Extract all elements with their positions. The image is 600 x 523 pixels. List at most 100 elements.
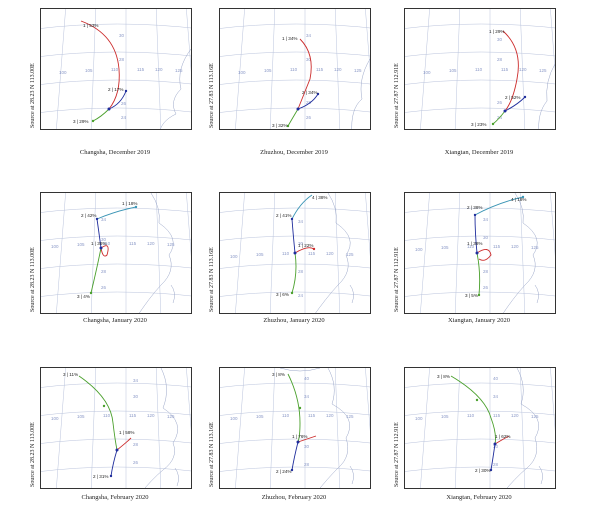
svg-text:125: 125	[539, 68, 547, 73]
svg-text:24: 24	[298, 293, 304, 298]
svg-text:105: 105	[85, 68, 93, 73]
svg-text:2 | 52%: 2 | 52%	[505, 95, 521, 100]
svg-text:2 | 38%: 2 | 38%	[467, 205, 483, 210]
panel-caption: Zhuzhou, February 2020	[261, 494, 327, 501]
source-label: Source at 28.23 N 113.00E	[30, 422, 36, 487]
svg-text:125: 125	[167, 242, 175, 247]
svg-text:115: 115	[501, 67, 509, 72]
trajectory-map: 100 105 110 115 120 125 34 30 28 26 4 | …	[404, 192, 556, 314]
svg-text:34: 34	[298, 219, 304, 224]
svg-text:30: 30	[298, 241, 304, 246]
svg-text:105: 105	[256, 414, 264, 419]
svg-text:110: 110	[111, 67, 119, 72]
svg-text:2 | 24%: 2 | 24%	[276, 469, 292, 474]
svg-text:1 | 29%: 1 | 29%	[489, 29, 505, 34]
svg-text:120: 120	[511, 244, 519, 249]
svg-text:30: 30	[497, 37, 503, 42]
svg-text:105: 105	[77, 414, 85, 419]
svg-text:28: 28	[101, 269, 107, 274]
source-label: Source at 27.83 N 113.16E	[209, 422, 215, 487]
trajectory-map: 100 105 110 115 120 125 40 34 30 28 3 | …	[219, 367, 371, 489]
svg-text:28: 28	[306, 100, 312, 105]
svg-text:100: 100	[59, 70, 67, 75]
source-label: Source at 27.87 N 112.91E	[394, 247, 400, 312]
svg-text:34: 34	[101, 217, 107, 222]
svg-text:115: 115	[308, 251, 316, 256]
svg-text:1 | 53%: 1 | 53%	[83, 23, 99, 28]
svg-text:125: 125	[175, 68, 183, 73]
svg-text:125: 125	[346, 252, 354, 257]
panel-caption: Zhuzhou, December 2019	[260, 149, 328, 156]
svg-text:100: 100	[230, 254, 238, 259]
svg-text:26: 26	[497, 100, 503, 105]
svg-text:30: 30	[493, 444, 499, 449]
svg-text:28: 28	[493, 462, 499, 467]
svg-text:2 | 31%: 2 | 31%	[93, 474, 109, 479]
svg-text:3 | 8%: 3 | 8%	[437, 374, 450, 379]
svg-text:120: 120	[326, 413, 334, 418]
svg-text:2 | 30%: 2 | 30%	[475, 468, 491, 473]
svg-text:1 | 76%: 1 | 76%	[292, 434, 308, 439]
svg-text:2 | 42%: 2 | 42%	[81, 213, 97, 218]
svg-text:28: 28	[298, 269, 304, 274]
svg-text:34: 34	[493, 394, 499, 399]
svg-text:1 | 36%: 1 | 36%	[91, 241, 107, 246]
svg-text:2 | 34%: 2 | 34%	[302, 90, 318, 95]
svg-text:100: 100	[423, 70, 431, 75]
source-label: Source at 27.83 N 113.16E	[209, 247, 215, 312]
svg-text:115: 115	[493, 244, 501, 249]
panel-caption: Zhuzhou, January 2020	[263, 317, 325, 324]
svg-text:26: 26	[483, 285, 489, 290]
svg-text:26: 26	[121, 101, 127, 106]
svg-text:3 | 11%: 3 | 11%	[63, 372, 78, 377]
panel-caption: Changsha, January 2020	[83, 317, 147, 324]
svg-text:4 | 38%: 4 | 38%	[312, 195, 328, 200]
svg-text:115: 115	[129, 413, 137, 418]
source-label: Source at 27.87 N 112.91E	[394, 422, 400, 487]
svg-text:105: 105	[77, 242, 85, 247]
svg-text:105: 105	[441, 245, 449, 250]
svg-text:105: 105	[441, 414, 449, 419]
svg-text:30: 30	[101, 237, 107, 242]
svg-text:3 | 29%: 3 | 29%	[73, 119, 89, 124]
svg-text:34: 34	[306, 33, 312, 38]
panel-caption: Xiangtan, February 2020	[446, 494, 512, 501]
svg-text:1 | 18%: 1 | 18%	[122, 201, 138, 206]
svg-text:125: 125	[531, 414, 539, 419]
trajectory-map: 100 105 110 115 120 125 34 30 28 24 4 | …	[219, 192, 371, 314]
svg-text:3 | 32%: 3 | 32%	[272, 123, 288, 128]
trajectory-map: 100 105 110 115 120 125 34 30 28 26 1 | …	[219, 8, 371, 130]
svg-text:120: 120	[147, 413, 155, 418]
svg-text:34: 34	[483, 217, 489, 222]
svg-text:125: 125	[346, 414, 354, 419]
svg-text:100: 100	[415, 247, 423, 252]
svg-text:100: 100	[51, 416, 59, 421]
svg-text:1 | 22%: 1 | 22%	[298, 243, 314, 248]
svg-text:34: 34	[133, 378, 139, 383]
svg-text:26: 26	[306, 115, 312, 120]
svg-text:120: 120	[334, 67, 342, 72]
source-label: Source at 27.83 N 113.16E	[209, 63, 215, 128]
svg-text:110: 110	[475, 67, 483, 72]
svg-text:105: 105	[256, 252, 264, 257]
panel-caption: Xiangtan, December 2019	[444, 149, 514, 156]
trajectory-map: 100 105 110 115 120 125 34 30 28 26 3 | …	[40, 367, 192, 489]
svg-text:30: 30	[306, 57, 312, 62]
svg-text:125: 125	[354, 68, 362, 73]
svg-text:3 | 23%: 3 | 23%	[471, 122, 487, 127]
svg-text:110: 110	[282, 251, 290, 256]
svg-text:125: 125	[531, 245, 539, 250]
svg-text:115: 115	[308, 413, 316, 418]
svg-text:115: 115	[316, 67, 324, 72]
svg-text:100: 100	[238, 70, 246, 75]
svg-text:100: 100	[51, 244, 59, 249]
svg-text:125: 125	[167, 414, 175, 419]
svg-text:30: 30	[483, 235, 489, 240]
svg-text:105: 105	[449, 68, 457, 73]
svg-text:28: 28	[119, 57, 125, 62]
svg-text:28: 28	[133, 442, 139, 447]
svg-text:2 | 17%: 2 | 17%	[108, 87, 124, 92]
source-label: Source at 27.87 N 112.91E	[394, 63, 400, 128]
svg-text:2 | 41%: 2 | 41%	[276, 213, 292, 218]
svg-text:110: 110	[103, 241, 111, 246]
